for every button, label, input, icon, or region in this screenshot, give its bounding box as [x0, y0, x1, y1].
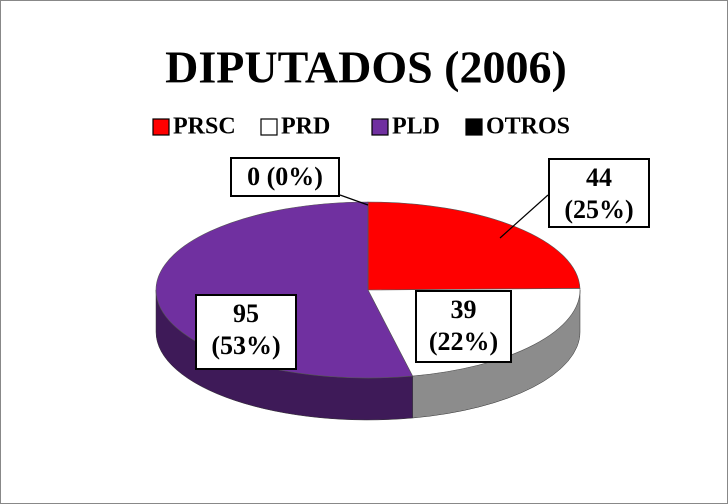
leader-line [499, 194, 549, 239]
data-label: 0 (0%) [230, 157, 340, 197]
legend-swatch [260, 118, 278, 136]
legend-label: PLD [392, 114, 440, 140]
chart-title: DIPUTADOS (2006) [165, 42, 567, 93]
data-label: 95 (53%) [195, 294, 297, 370]
leader-line [339, 194, 369, 206]
legend-swatch [152, 118, 170, 136]
legend-label: PRSC [173, 114, 236, 140]
data-label: 44 (25%) [548, 158, 650, 228]
data-label: 39 (22%) [415, 290, 512, 363]
slice [367, 201, 581, 291]
legend-label: PRD [281, 114, 330, 140]
legend-label: OTROS [486, 114, 570, 140]
legend-swatch [465, 118, 483, 136]
legend-swatch [371, 118, 389, 136]
